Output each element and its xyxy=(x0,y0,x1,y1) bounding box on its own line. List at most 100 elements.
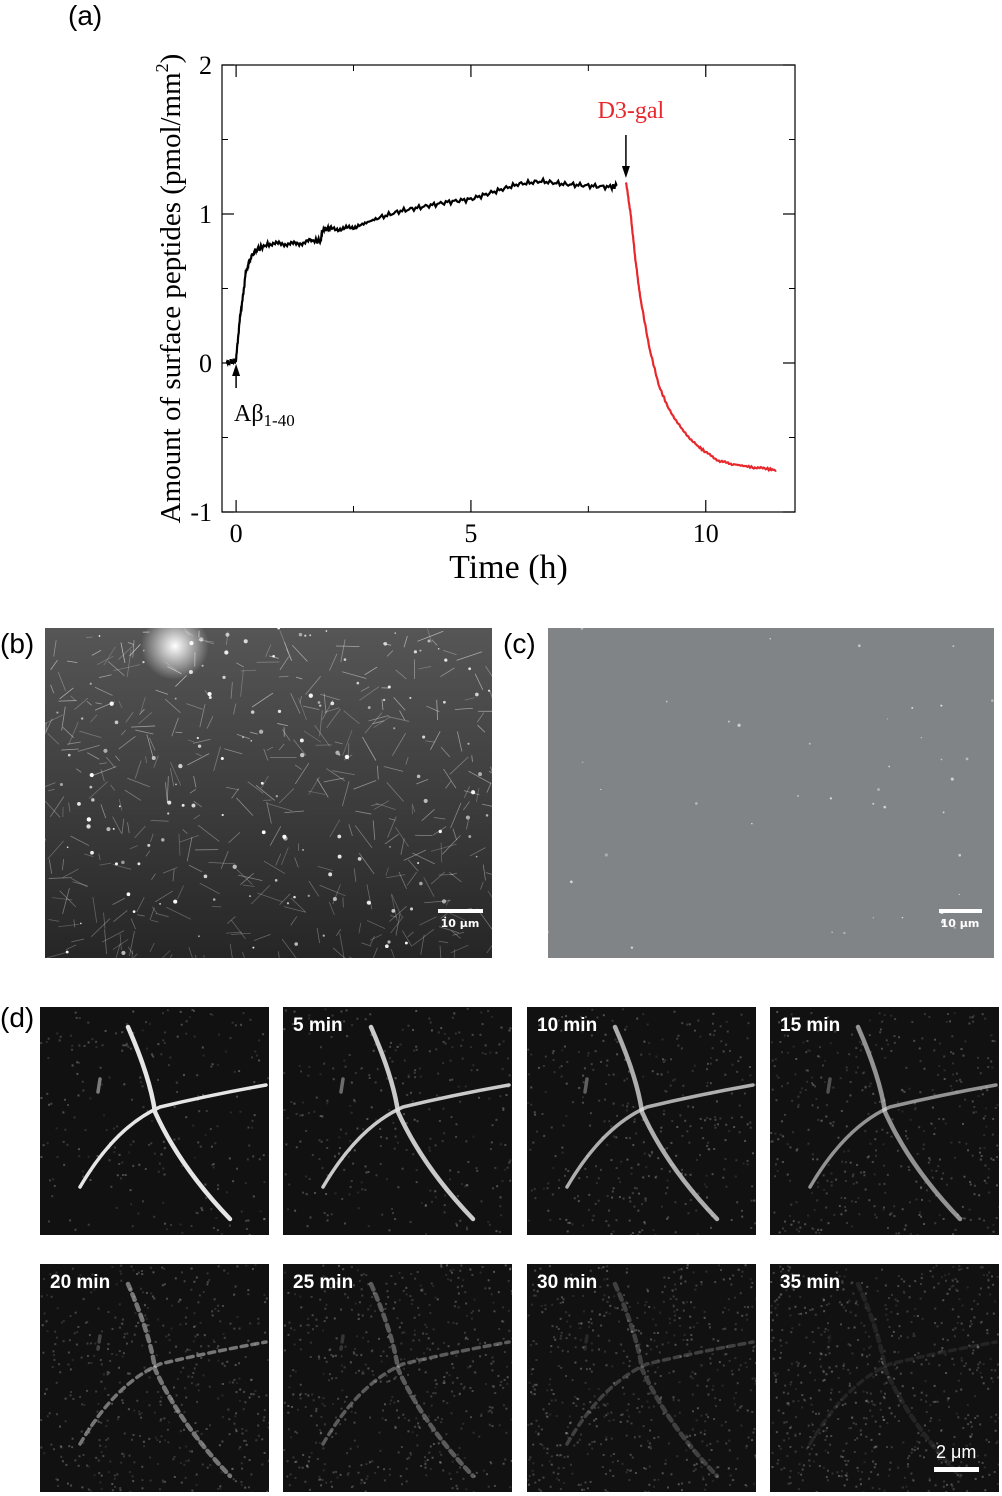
particle xyxy=(335,750,340,755)
fibril xyxy=(240,872,254,885)
fibril xyxy=(179,834,200,843)
x-tick-label: 10 xyxy=(693,519,719,548)
fibril xyxy=(77,744,100,752)
fibril xyxy=(269,826,282,846)
fibril xyxy=(420,934,425,955)
fibril xyxy=(389,915,398,918)
fibril xyxy=(100,769,105,782)
fibril xyxy=(153,755,159,768)
fibril xyxy=(364,666,378,676)
fibril xyxy=(445,780,452,789)
fibril xyxy=(197,824,220,842)
fibril xyxy=(58,700,77,702)
fibril xyxy=(359,686,380,701)
fibril xyxy=(98,674,112,679)
particle xyxy=(872,917,874,919)
fibril xyxy=(464,697,475,701)
particle xyxy=(90,850,94,855)
fibril xyxy=(265,644,272,657)
particle xyxy=(224,650,229,655)
fibril xyxy=(47,733,60,745)
fibril xyxy=(440,667,455,678)
fibril xyxy=(391,894,403,918)
fibril xyxy=(372,720,385,725)
particle xyxy=(121,860,125,865)
fibril xyxy=(149,907,155,921)
frame-4: 20 min xyxy=(40,1264,269,1492)
particle xyxy=(274,879,278,882)
particle xyxy=(467,742,470,745)
fibril xyxy=(145,850,151,857)
fibril xyxy=(319,710,323,737)
particle xyxy=(332,896,337,902)
particle xyxy=(630,946,634,949)
particle xyxy=(727,720,730,723)
particle xyxy=(98,635,101,637)
particle xyxy=(888,765,891,768)
fibril xyxy=(336,929,342,936)
fibril xyxy=(45,718,53,735)
fibril xyxy=(178,833,181,856)
fibril xyxy=(127,777,150,788)
particle xyxy=(796,794,800,797)
particle xyxy=(953,926,956,929)
fibril xyxy=(279,893,291,906)
particle xyxy=(294,942,299,946)
fibril xyxy=(87,752,100,760)
fibril xyxy=(131,950,134,958)
fibril xyxy=(48,859,53,874)
particle xyxy=(343,658,347,661)
fibril xyxy=(206,715,214,729)
particle xyxy=(167,800,172,805)
fibril xyxy=(392,732,406,756)
fibril xyxy=(79,730,102,739)
fibril xyxy=(348,824,353,837)
fibril xyxy=(282,729,291,741)
fibril xyxy=(171,717,179,737)
fibril xyxy=(369,935,375,946)
fibril xyxy=(139,708,145,715)
particle xyxy=(175,783,177,786)
particle xyxy=(387,940,391,944)
fibril xyxy=(61,748,79,751)
fibril xyxy=(229,943,233,958)
fibril xyxy=(76,768,82,773)
fibril xyxy=(68,802,71,812)
fibril xyxy=(395,826,409,847)
particle xyxy=(307,894,311,897)
fibril xyxy=(412,928,435,946)
fibril xyxy=(474,673,484,691)
fibril xyxy=(146,734,154,757)
fibril xyxy=(443,768,457,789)
particle xyxy=(475,855,478,858)
fibril xyxy=(70,835,90,846)
fibril xyxy=(440,912,448,919)
scale-label-c: 10 μm xyxy=(941,917,980,930)
fibril xyxy=(370,934,383,941)
scale-label-d: 2 μm xyxy=(936,1442,977,1462)
particle xyxy=(344,754,350,760)
fibril xyxy=(150,820,169,822)
fibril xyxy=(477,724,486,733)
fibril xyxy=(118,799,123,811)
fibril xyxy=(73,919,76,928)
fibril xyxy=(53,640,57,657)
fibril xyxy=(263,860,286,874)
particle xyxy=(886,718,889,720)
particle xyxy=(337,834,342,839)
fibril xyxy=(225,786,239,791)
particle xyxy=(67,753,71,757)
fibril xyxy=(490,766,492,774)
fibril xyxy=(135,729,154,735)
fibril xyxy=(90,918,111,938)
fibril xyxy=(452,931,465,936)
fibril xyxy=(808,1083,998,1189)
fibril xyxy=(126,649,132,677)
fibril xyxy=(416,779,429,785)
fibril xyxy=(390,916,404,934)
fibril xyxy=(136,897,145,913)
fibril xyxy=(150,833,154,843)
fibril xyxy=(61,858,65,871)
fibril xyxy=(45,782,56,788)
particle xyxy=(86,824,91,829)
